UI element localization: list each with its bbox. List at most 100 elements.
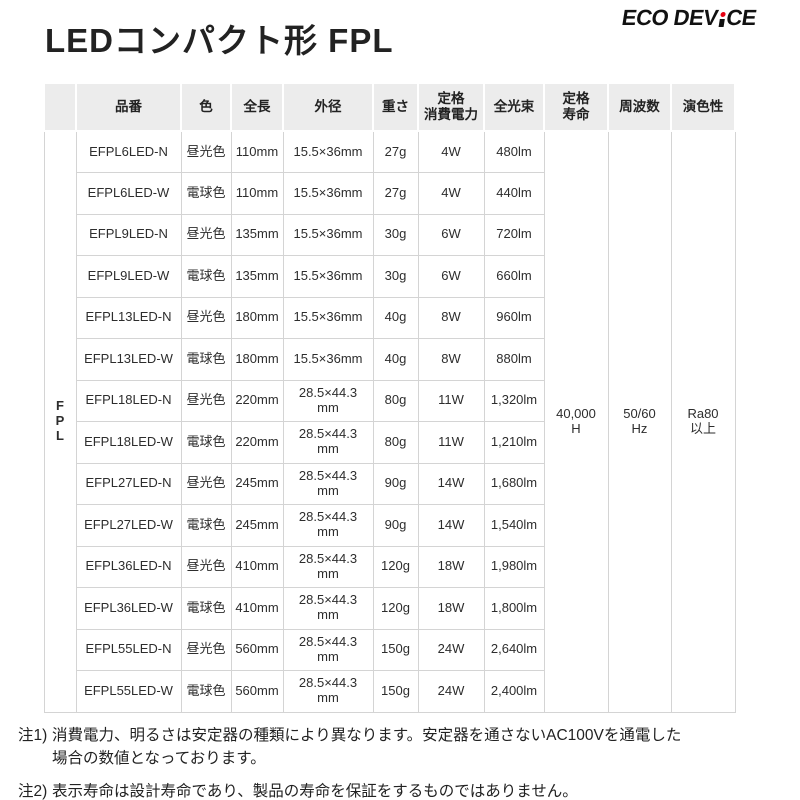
cell-outer-diameter: 28.5×44.3 mm bbox=[282, 670, 374, 713]
cell-luminous-flux: 2,400lm bbox=[483, 670, 545, 713]
cell-model: EFPL13LED-N bbox=[75, 296, 182, 339]
header-row: 品番 色 全長 外径 重さ 定格 消費電力 全光束 定格 寿命 周波数 演色性 bbox=[43, 82, 736, 132]
table-row: F P L EFPL6LED-N 昼光色 110mm 15.5×36mm 27g 4W 480lm… bbox=[43, 130, 736, 713]
cell-rated-power: 6W bbox=[417, 255, 485, 298]
cell-luminous-flux: 1,320lm bbox=[483, 379, 545, 422]
cell-color: 電球色 bbox=[180, 670, 232, 713]
table-row: EFPL13LED-N 昼光色 180mm 15.5×36mm 40g 8W 960lm bbox=[44, 296, 735, 339]
table-row: EFPL27LED-N 昼光色 245mm 28.5×44.3 mm 90g 14W 1,6… bbox=[44, 462, 735, 505]
cell-model: EFPL36LED-N bbox=[75, 545, 182, 588]
col-header-rated-power: 定格 消費電力 bbox=[417, 82, 485, 132]
cell-rated-power: 6W bbox=[417, 213, 485, 256]
cell-model: EFPL27LED-N bbox=[75, 462, 182, 505]
cell-outer-diameter: 28.5×44.3 mm bbox=[282, 587, 374, 630]
cell-rated-power: 18W bbox=[417, 545, 485, 588]
cell-luminous-flux: 880lm bbox=[483, 338, 545, 381]
col-header-color: 色 bbox=[180, 82, 232, 132]
cell-rated-power: 4W bbox=[417, 172, 485, 215]
cell-outer-diameter: 15.5×36mm bbox=[282, 172, 374, 215]
table-row: EFPL36LED-W 電球色 410mm 28.5×44.3 mm 120g 18W 1,… bbox=[44, 587, 735, 630]
table-row: EFPL6LED-W 電球色 110mm 15.5×36mm 27g 4W 440lm bbox=[44, 172, 735, 215]
cell-outer-diameter: 28.5×44.3 mm bbox=[282, 421, 374, 464]
cell-luminous-flux: 1,210lm bbox=[483, 421, 545, 464]
table-row: EFPL55LED-N 昼光色 560mm 28.5×44.3 mm 150g 24W 2,… bbox=[44, 628, 735, 671]
cell-model: EFPL6LED-N bbox=[75, 130, 182, 173]
cell-model: EFPL9LED-W bbox=[75, 255, 182, 298]
cell-rated-power: 11W bbox=[417, 379, 485, 422]
cell-weight: 90g bbox=[372, 504, 419, 547]
table-row: EFPL18LED-W 電球色 220mm 28.5×44.3 mm 80g 11W 1,2… bbox=[44, 421, 735, 464]
cell-length: 410mm bbox=[230, 587, 284, 630]
cell-rated-life: 40,000 H bbox=[543, 130, 609, 713]
cell-weight: 80g bbox=[372, 379, 419, 422]
logo-text-left: ECO DEV bbox=[620, 5, 720, 30]
col-header-model: 品番 bbox=[75, 82, 182, 132]
cell-rated-power: 11W bbox=[417, 421, 485, 464]
col-header-color-rendering: 演色性 bbox=[670, 82, 736, 132]
cell-color: 昼光色 bbox=[180, 130, 232, 173]
cell-length: 220mm bbox=[230, 421, 284, 464]
cell-weight: 40g bbox=[372, 296, 419, 339]
cell-outer-diameter: 28.5×44.3 mm bbox=[282, 379, 374, 422]
cell-weight: 27g bbox=[372, 130, 419, 173]
cell-weight: 120g bbox=[372, 545, 419, 588]
note-2-label: 注2) bbox=[18, 782, 48, 800]
col-header-luminous-flux: 全光束 bbox=[483, 82, 545, 132]
cell-luminous-flux: 660lm bbox=[483, 255, 545, 298]
cell-outer-diameter: 15.5×36mm bbox=[282, 213, 374, 256]
note-1-text: 消費電力、明るさは安定器の種類により異なります。安定器を通さないAC100Vを通… bbox=[52, 727, 682, 768]
cell-weight: 120g bbox=[372, 587, 419, 630]
cell-model: EFPL55LED-W bbox=[75, 670, 182, 713]
cell-rated-power: 24W bbox=[417, 628, 485, 671]
cell-rated-power: 14W bbox=[417, 462, 485, 505]
cell-color: 電球色 bbox=[180, 172, 232, 215]
cell-rated-power: 18W bbox=[417, 587, 485, 630]
cell-outer-diameter: 28.5×44.3 mm bbox=[282, 628, 374, 671]
cell-color: 昼光色 bbox=[180, 213, 232, 256]
cell-luminous-flux: 2,640lm bbox=[483, 628, 545, 671]
cell-weight: 150g bbox=[372, 628, 419, 671]
cell-color: 昼光色 bbox=[180, 462, 232, 505]
cell-outer-diameter: 28.5×44.3 mm bbox=[282, 545, 374, 588]
cell-color: 昼光色 bbox=[180, 296, 232, 339]
table-row: EFPL9LED-W 電球色 135mm 15.5×36mm 30g 6W 660lm bbox=[44, 255, 735, 298]
cell-luminous-flux: 1,680lm bbox=[483, 462, 545, 505]
cell-weight: 80g bbox=[372, 421, 419, 464]
col-header-weight: 重さ bbox=[372, 82, 419, 132]
cell-length: 110mm bbox=[230, 130, 284, 173]
table-row: EFPL9LED-N 昼光色 135mm 15.5×36mm 30g 6W 720lm bbox=[44, 213, 735, 256]
cell-model: EFPL27LED-W bbox=[75, 504, 182, 547]
cell-rated-power: 14W bbox=[417, 504, 485, 547]
cell-luminous-flux: 1,800lm bbox=[483, 587, 545, 630]
cell-model: EFPL6LED-W bbox=[75, 172, 182, 215]
logo-text-right: CE bbox=[724, 5, 759, 30]
cell-color: 昼光色 bbox=[180, 545, 232, 588]
table-body: F P L EFPL6LED-N 昼光色 110mm 15.5×36mm 27g 4W 480lm… bbox=[43, 130, 736, 713]
cell-length: 180mm bbox=[230, 338, 284, 381]
cell-weight: 30g bbox=[372, 213, 419, 256]
table-header: 品番 色 全長 外径 重さ 定格 消費電力 全光束 定格 寿命 周波数 演色性 bbox=[43, 82, 736, 132]
cell-rated-power: 24W bbox=[417, 670, 485, 713]
cell-length: 410mm bbox=[230, 545, 284, 588]
cell-luminous-flux: 1,980lm bbox=[483, 545, 545, 588]
cell-weight: 27g bbox=[372, 172, 419, 215]
cell-color: 昼光色 bbox=[180, 628, 232, 671]
cell-length: 135mm bbox=[230, 213, 284, 256]
cell-frequency: 50/60 Hz bbox=[607, 130, 672, 713]
cell-luminous-flux: 1,540lm bbox=[483, 504, 545, 547]
cell-length: 245mm bbox=[230, 462, 284, 505]
cell-length: 245mm bbox=[230, 504, 284, 547]
col-header-frequency: 周波数 bbox=[607, 82, 672, 132]
cell-model: EFPL18LED-W bbox=[75, 421, 182, 464]
cell-luminous-flux: 720lm bbox=[483, 213, 545, 256]
col-header-outer-diameter: 外径 bbox=[282, 82, 374, 132]
cell-color: 電球色 bbox=[180, 338, 232, 381]
cell-weight: 150g bbox=[372, 670, 419, 713]
cell-length: 560mm bbox=[230, 670, 284, 713]
cell-outer-diameter: 15.5×36mm bbox=[282, 255, 374, 298]
corner-cell bbox=[43, 82, 77, 132]
cell-outer-diameter: 15.5×36mm bbox=[282, 338, 374, 381]
spec-table: 品番 色 全長 外径 重さ 定格 消費電力 全光束 定格 寿命 周波数 演色性 … bbox=[43, 82, 736, 713]
cell-length: 220mm bbox=[230, 379, 284, 422]
